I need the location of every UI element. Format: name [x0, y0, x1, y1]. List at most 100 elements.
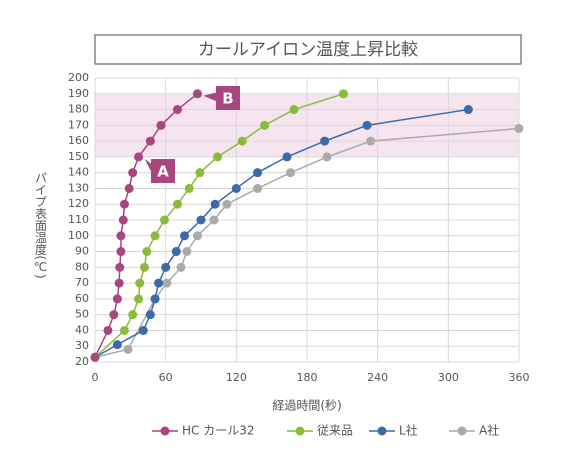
data-point — [196, 215, 206, 225]
data-point — [161, 262, 171, 272]
legend-label: HC カール32 — [182, 424, 255, 438]
y-tick-label: 90 — [75, 245, 89, 258]
data-point — [138, 325, 148, 335]
data-point — [116, 231, 126, 241]
data-point — [253, 168, 263, 178]
data-point — [195, 168, 205, 178]
y-tick-label: 140 — [68, 166, 89, 179]
legend-marker — [377, 426, 387, 436]
x-tick-label: 180 — [297, 371, 318, 384]
data-point — [145, 310, 155, 320]
data-point — [366, 136, 376, 146]
y-tick-label: 200 — [68, 71, 89, 84]
legend-label: L社 — [399, 423, 418, 438]
data-point — [514, 123, 524, 133]
y-tick-label: 100 — [68, 229, 89, 242]
y-tick-label: 40 — [75, 323, 89, 336]
annotation-label: B — [222, 90, 233, 108]
data-point — [286, 168, 296, 178]
data-point — [362, 120, 372, 130]
annotation-pointer — [203, 92, 218, 102]
y-tick-label: 190 — [68, 87, 89, 100]
data-point — [114, 278, 124, 288]
data-point — [119, 199, 129, 209]
data-point — [128, 168, 138, 178]
y-tick-label: 160 — [68, 134, 89, 147]
data-point — [209, 215, 219, 225]
y-tick-label: 20 — [75, 355, 89, 368]
data-point — [192, 89, 202, 99]
legend-label: 従来品 — [317, 424, 353, 438]
data-point — [142, 247, 152, 257]
legend-label: A社 — [479, 423, 499, 438]
x-tick-label: 360 — [509, 371, 530, 384]
data-point — [463, 105, 473, 115]
annotation-box — [151, 159, 175, 183]
data-point — [150, 231, 160, 241]
data-point — [176, 262, 186, 272]
data-point — [184, 183, 194, 193]
data-point — [145, 136, 155, 146]
data-point — [320, 136, 330, 146]
data-point — [112, 294, 122, 304]
y-tick-label: 130 — [68, 181, 89, 194]
data-point — [180, 231, 190, 241]
x-tick-label: 120 — [226, 371, 247, 384]
y-tick-label: 180 — [68, 103, 89, 116]
y-tick-label: 70 — [75, 276, 89, 289]
data-point — [135, 278, 145, 288]
data-point — [172, 199, 182, 209]
data-point — [128, 310, 138, 320]
annotation-box — [216, 86, 240, 110]
data-point — [159, 215, 169, 225]
annotation-label: A — [157, 163, 169, 181]
data-point — [156, 120, 166, 130]
data-point — [289, 105, 299, 115]
data-point — [322, 152, 332, 162]
data-point — [90, 352, 100, 362]
y-tick-label: 80 — [75, 260, 89, 273]
data-point — [103, 325, 113, 335]
data-point — [124, 183, 134, 193]
data-point — [192, 231, 202, 241]
legend-marker — [295, 426, 305, 436]
data-point — [154, 278, 164, 288]
data-point — [139, 262, 149, 272]
annotation-pointer — [144, 158, 153, 175]
data-point — [171, 247, 181, 257]
data-point — [237, 136, 247, 146]
chart-title: カールアイロン温度上昇比較 — [198, 40, 418, 60]
x-tick-label: 60 — [159, 371, 173, 384]
legend-marker — [457, 426, 467, 436]
data-point — [253, 183, 263, 193]
data-point — [112, 340, 122, 350]
x-tick-label: 240 — [367, 371, 388, 384]
data-point — [150, 294, 160, 304]
data-point — [134, 294, 144, 304]
y-tick-label: 50 — [75, 308, 89, 321]
x-axis-label: 経過時間(秒) — [272, 399, 341, 413]
data-point — [115, 262, 125, 272]
y-tick-label: 150 — [68, 150, 89, 163]
y-axis-label: パイプ表面温度(℃) — [34, 171, 48, 279]
title-box — [94, 34, 522, 65]
data-point — [119, 325, 129, 335]
y-tick-label: 170 — [68, 118, 89, 131]
data-point — [134, 152, 144, 162]
data-point — [123, 344, 133, 354]
x-tick-label: 300 — [438, 371, 459, 384]
y-tick-label: 30 — [75, 339, 89, 352]
data-point — [282, 152, 292, 162]
y-tick-label: 60 — [75, 292, 89, 305]
data-point — [260, 120, 270, 130]
y-tick-label: 120 — [68, 197, 89, 210]
data-point — [109, 310, 119, 320]
legend-marker — [160, 426, 170, 436]
data-point — [172, 105, 182, 115]
data-point — [212, 152, 222, 162]
data-point — [339, 89, 349, 99]
data-point — [118, 215, 128, 225]
y-tick-label: 110 — [68, 213, 89, 226]
data-point — [210, 199, 220, 209]
